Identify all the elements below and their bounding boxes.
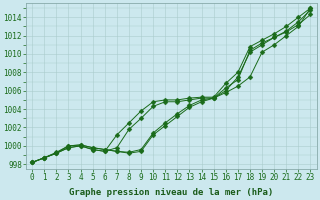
X-axis label: Graphe pression niveau de la mer (hPa): Graphe pression niveau de la mer (hPa) <box>69 188 274 197</box>
